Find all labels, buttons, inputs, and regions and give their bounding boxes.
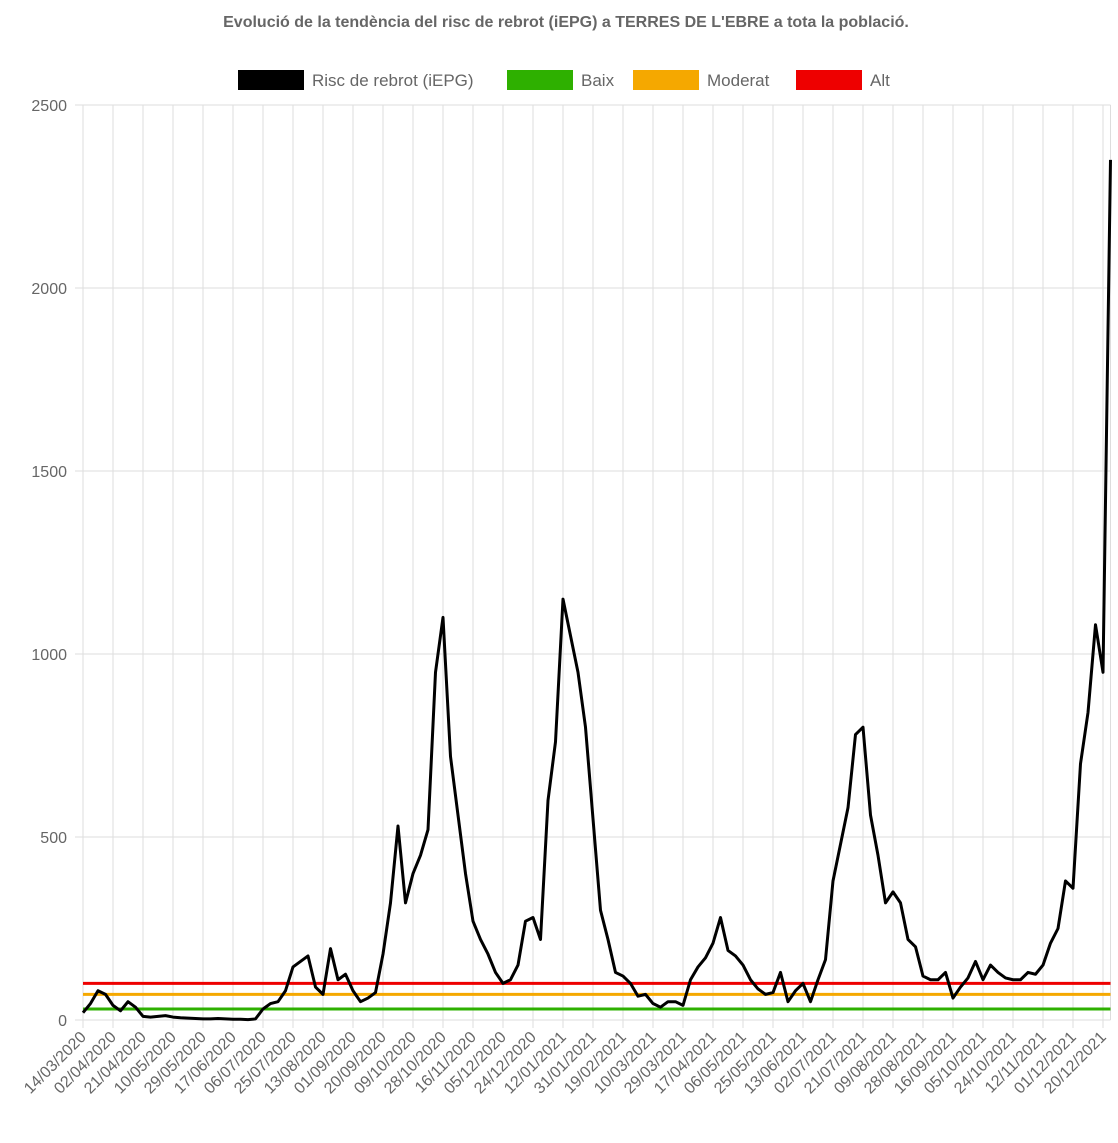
y-tick-label: 0 bbox=[58, 1013, 67, 1030]
y-tick-label: 1500 bbox=[31, 464, 67, 481]
y-tick-label: 2000 bbox=[31, 281, 67, 298]
legend-label: Alt bbox=[870, 71, 890, 90]
legend-swatch bbox=[633, 70, 699, 90]
y-tick-label: 2500 bbox=[31, 98, 67, 115]
legend-swatch bbox=[796, 70, 862, 90]
chart-title: Evolució de la tendència del risc de reb… bbox=[223, 14, 909, 31]
legend-label: Baix bbox=[581, 71, 615, 90]
y-tick-label: 1000 bbox=[31, 647, 67, 664]
data-line bbox=[81, 159, 1112, 1022]
legend-swatch bbox=[238, 70, 304, 90]
legend-swatch bbox=[507, 70, 573, 90]
y-tick-label: 500 bbox=[40, 830, 67, 847]
legend-label: Moderat bbox=[707, 71, 770, 90]
legend-label: Risc de rebrot (iEPG) bbox=[312, 71, 474, 90]
